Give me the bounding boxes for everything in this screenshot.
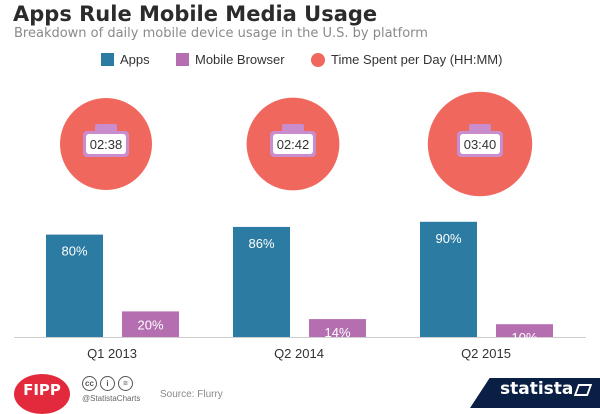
footer: FIPP cc i = @StatistaCharts Source: Flur… [0, 370, 600, 414]
chart-subtitle: Breakdown of daily mobile device usage i… [14, 26, 428, 41]
bar-label-browser: 10% [511, 330, 537, 345]
legend-item-time: Time Spent per Day (HH:MM) [311, 52, 502, 67]
legend-swatch-time [311, 52, 325, 67]
clock-face-icon [273, 134, 313, 154]
legend-item-browser: Mobile Browser [176, 52, 285, 67]
category-label: Q2 2015 [461, 346, 511, 361]
clock-face-icon [460, 134, 500, 154]
time-label: 02:42 [277, 137, 310, 152]
bar-browser [122, 311, 179, 337]
license-icons: cc i = [82, 376, 133, 391]
bar-label-apps: 86% [248, 236, 274, 251]
source-note: Source: Flurry [160, 389, 223, 400]
legend-swatch-browser [176, 53, 189, 66]
legend-label-browser: Mobile Browser [195, 52, 285, 67]
bar-browser [496, 324, 553, 337]
chart-title: Apps Rule Mobile Media Usage [13, 2, 378, 26]
time-label: 03:40 [464, 137, 497, 152]
legend: Apps Mobile Browser Time Spent per Day (… [0, 52, 600, 72]
chart-area: 02:38 80% 20%Q1 2013 02:42 86% 14%Q2 2014 03:4… [14, 91, 586, 361]
legend-item-apps: Apps [101, 52, 150, 67]
fipp-logo: FIPP [14, 374, 70, 414]
time-label: 02:38 [90, 137, 123, 152]
bar-label-browser: 20% [137, 317, 163, 332]
legend-label-time: Time Spent per Day (HH:MM) [331, 52, 503, 67]
bar-apps [233, 226, 290, 337]
statista-brand: statista [500, 379, 574, 399]
clock-bell-icon [282, 124, 304, 132]
bar-label-apps: 80% [61, 244, 87, 259]
bar-label-browser: 14% [324, 325, 350, 340]
bar-apps [420, 221, 477, 337]
statista-handle: @StatistaCharts [82, 394, 141, 403]
category-label: Q1 2013 [87, 346, 137, 361]
clock-bell-icon [95, 124, 117, 132]
bar-browser [309, 319, 366, 337]
cc-icon: cc [82, 376, 97, 391]
attribution-icon: i [100, 376, 115, 391]
bar-apps [46, 234, 103, 337]
noderivs-icon: = [118, 376, 133, 391]
clock-bell-icon [469, 124, 491, 132]
legend-swatch-apps [101, 53, 114, 66]
clock-face-icon [86, 134, 126, 154]
legend-label-apps: Apps [120, 52, 150, 67]
category-label: Q2 2014 [274, 346, 324, 361]
bar-label-apps: 90% [435, 231, 461, 246]
